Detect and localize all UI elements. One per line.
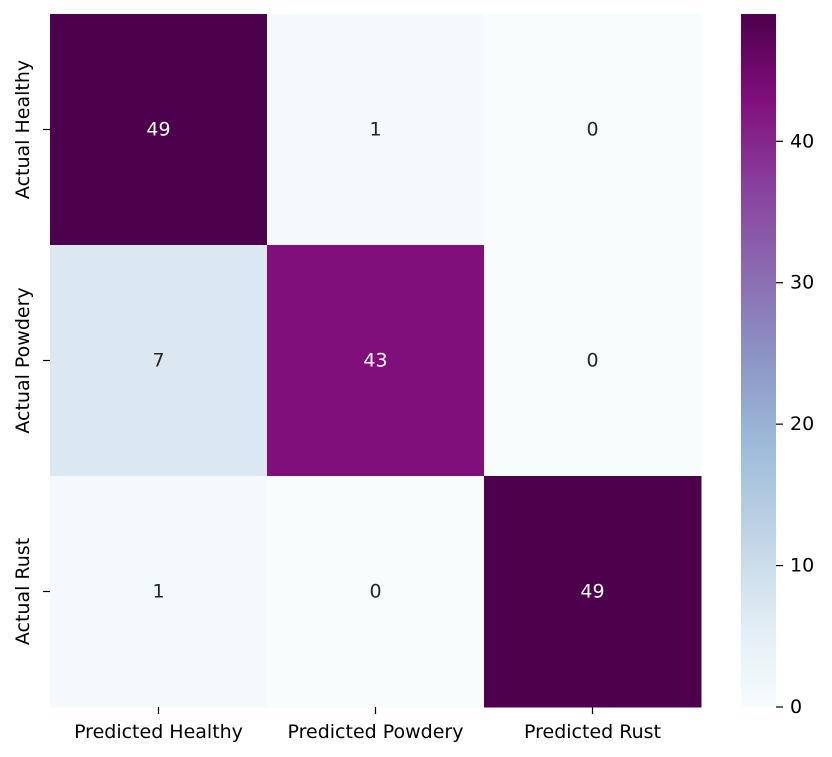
heatmap-cells [50,14,702,708]
colorbar-ticks: 0 10 20 30 40 [776,130,814,718]
cell-label-r1-c2: 0 [586,350,598,372]
y-tick-label-0: Actual Healthy [12,60,34,199]
cell-label-r2-c2: 49 [580,581,604,603]
colorbar-tick-label-2: 20 [790,413,814,435]
cell-label-r0-c2: 0 [586,119,598,141]
colorbar-tick-label-3: 30 [790,272,814,294]
x-tick-label-0: Predicted Healthy [74,721,243,743]
cell-r0-c2 [484,14,702,246]
colorbar-tick-label-1: 10 [790,555,814,577]
y-tick-label-1: Actual Powdery [12,287,34,433]
cell-label-r2-c1: 0 [369,581,381,603]
cell-r1-c2 [484,245,702,477]
cell-label-r0-c0: 49 [146,119,170,141]
cell-r0-c1 [267,14,485,246]
cell-r2-c2 [484,476,702,708]
cell-label-r0-c1: 1 [369,119,381,141]
x-tick-label-2: Predicted Rust [524,721,661,743]
colorbar-tick-label-0: 0 [790,696,802,718]
cell-r0-c0 [50,14,268,246]
cell-annotations: 49 1 0 7 43 0 1 0 49 [146,119,604,603]
y-axis-ticks: Actual Healthy Actual Powdery Actual Rust [12,60,50,645]
cell-label-r1-c0: 7 [152,350,164,372]
cell-r1-c1 [267,245,485,477]
cell-r2-c1 [267,476,485,708]
cell-r1-c0 [50,245,268,477]
cell-label-r2-c0: 1 [152,581,164,603]
cell-r2-c0 [50,476,268,708]
colorbar [741,14,776,707]
x-axis-ticks: Predicted Healthy Predicted Powdery Predic… [74,707,661,743]
colorbar-tick-label-4: 40 [790,130,814,152]
x-tick-label-1: Predicted Powdery [288,721,464,743]
cell-label-r1-c1: 43 [363,350,387,372]
y-tick-label-2: Actual Rust [12,538,34,645]
